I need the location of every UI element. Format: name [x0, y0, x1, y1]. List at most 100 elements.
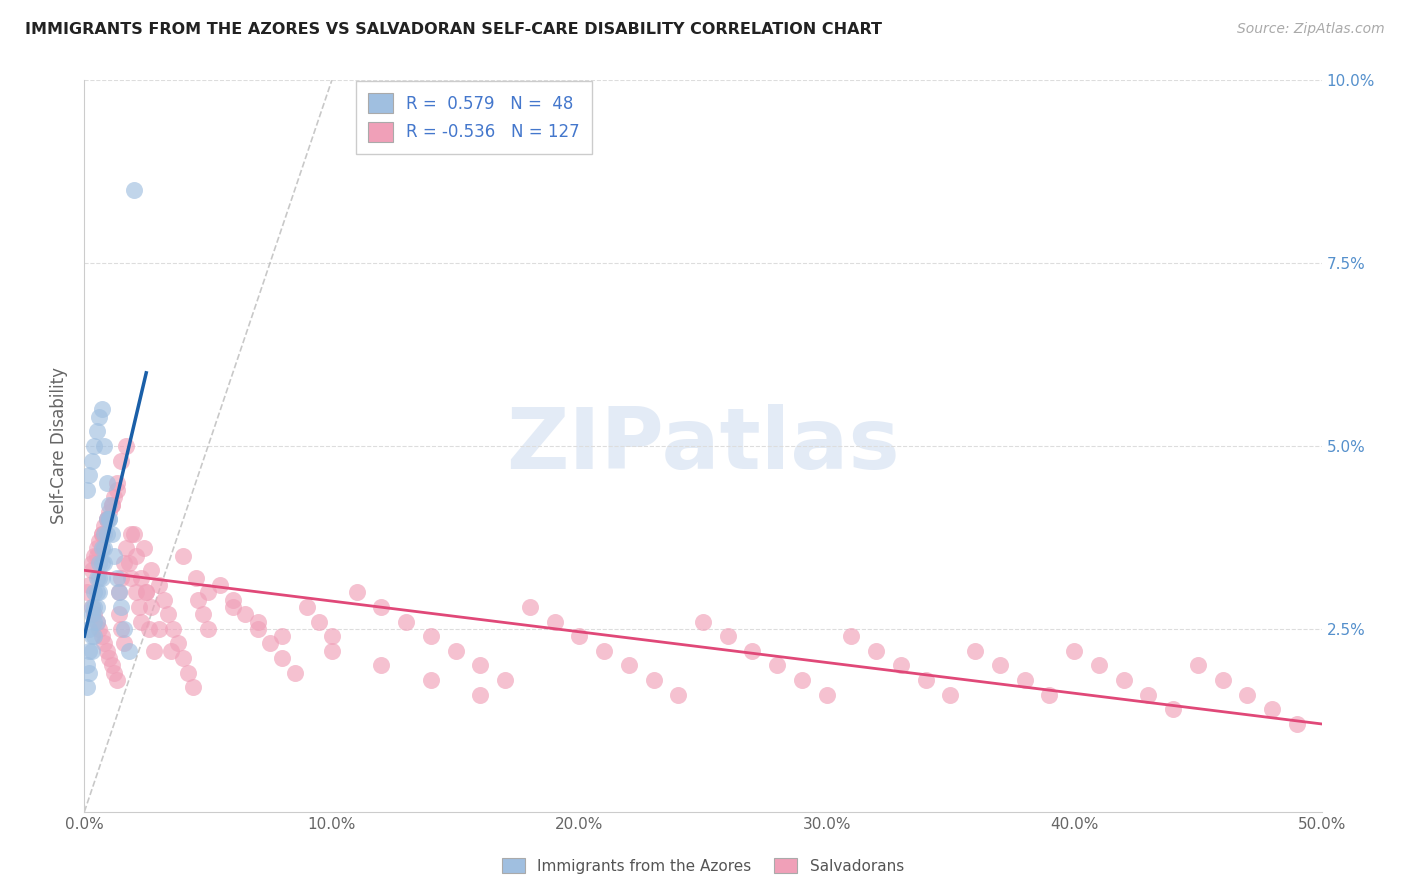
Point: [79, 468, 101, 483]
Point: [100, 658, 122, 673]
Point: [120, 526, 142, 541]
Point: [167, 636, 190, 650]
Point: [271, 651, 294, 665]
Point: [105, 483, 128, 497]
Point: [271, 629, 294, 643]
Y-axis label: Self-Care Disability: Self-Care Disability: [51, 368, 69, 524]
Point: [89, 556, 111, 570]
Point: [1014, 673, 1036, 687]
Point: [83, 549, 105, 563]
Point: [90, 541, 112, 556]
Text: ZIPatlas: ZIPatlas: [506, 404, 900, 488]
Point: [197, 622, 219, 636]
Text: Source: ZipAtlas.com: Source: ZipAtlas.com: [1237, 22, 1385, 37]
Point: [76, 585, 98, 599]
Point: [1212, 673, 1234, 687]
Point: [321, 629, 343, 643]
Point: [187, 592, 209, 607]
Point: [141, 599, 163, 614]
Point: [110, 571, 132, 585]
Point: [395, 615, 418, 629]
Point: [80, 563, 103, 577]
Point: [86, 549, 108, 563]
Point: [86, 615, 108, 629]
Point: [93, 439, 115, 453]
Point: [110, 453, 132, 467]
Point: [125, 585, 148, 599]
Point: [209, 578, 232, 592]
Point: [419, 673, 441, 687]
Point: [96, 512, 118, 526]
Point: [148, 578, 170, 592]
Point: [83, 629, 105, 643]
Point: [118, 556, 141, 570]
Point: [162, 622, 184, 636]
Point: [128, 599, 150, 614]
Point: [790, 673, 813, 687]
Point: [1261, 702, 1284, 716]
Point: [222, 592, 245, 607]
Point: [197, 585, 219, 599]
Point: [1285, 717, 1308, 731]
Point: [295, 599, 318, 614]
Point: [83, 607, 105, 622]
Point: [284, 665, 307, 680]
Point: [98, 651, 121, 665]
Point: [90, 556, 112, 570]
Point: [79, 622, 101, 636]
Point: [86, 599, 108, 614]
Point: [132, 541, 155, 556]
Point: [419, 629, 441, 643]
Point: [135, 585, 157, 599]
Point: [692, 615, 714, 629]
Point: [766, 658, 789, 673]
Point: [184, 571, 207, 585]
Point: [108, 607, 131, 622]
Point: [118, 644, 141, 658]
Point: [108, 585, 131, 599]
Point: [122, 183, 145, 197]
Point: [96, 526, 118, 541]
Point: [80, 644, 103, 658]
Point: [965, 644, 987, 658]
Point: [80, 629, 103, 643]
Point: [1088, 658, 1111, 673]
Point: [129, 571, 152, 585]
Point: [1063, 644, 1085, 658]
Point: [76, 658, 98, 673]
Point: [939, 688, 962, 702]
Point: [76, 681, 98, 695]
Point: [321, 644, 343, 658]
Point: [80, 599, 103, 614]
Point: [96, 512, 118, 526]
Point: [93, 519, 115, 533]
Point: [308, 615, 330, 629]
Point: [76, 483, 98, 497]
Point: [141, 563, 163, 577]
Point: [160, 644, 183, 658]
Point: [83, 615, 105, 629]
Point: [222, 599, 245, 614]
Point: [815, 688, 838, 702]
Point: [90, 629, 112, 643]
Point: [181, 681, 204, 695]
Point: [105, 475, 128, 490]
Point: [80, 453, 103, 467]
Point: [86, 541, 108, 556]
Point: [617, 658, 640, 673]
Point: [98, 498, 121, 512]
Point: [152, 592, 174, 607]
Legend: Immigrants from the Azores, Salvadorans: Immigrants from the Azores, Salvadorans: [496, 852, 910, 880]
Point: [80, 556, 103, 570]
Point: [98, 512, 121, 526]
Point: [177, 665, 200, 680]
Point: [125, 549, 148, 563]
Point: [98, 505, 121, 519]
Point: [122, 526, 145, 541]
Point: [93, 541, 115, 556]
Point: [1038, 688, 1060, 702]
Point: [80, 599, 103, 614]
Point: [568, 629, 591, 643]
Point: [112, 556, 135, 570]
Point: [666, 688, 689, 702]
